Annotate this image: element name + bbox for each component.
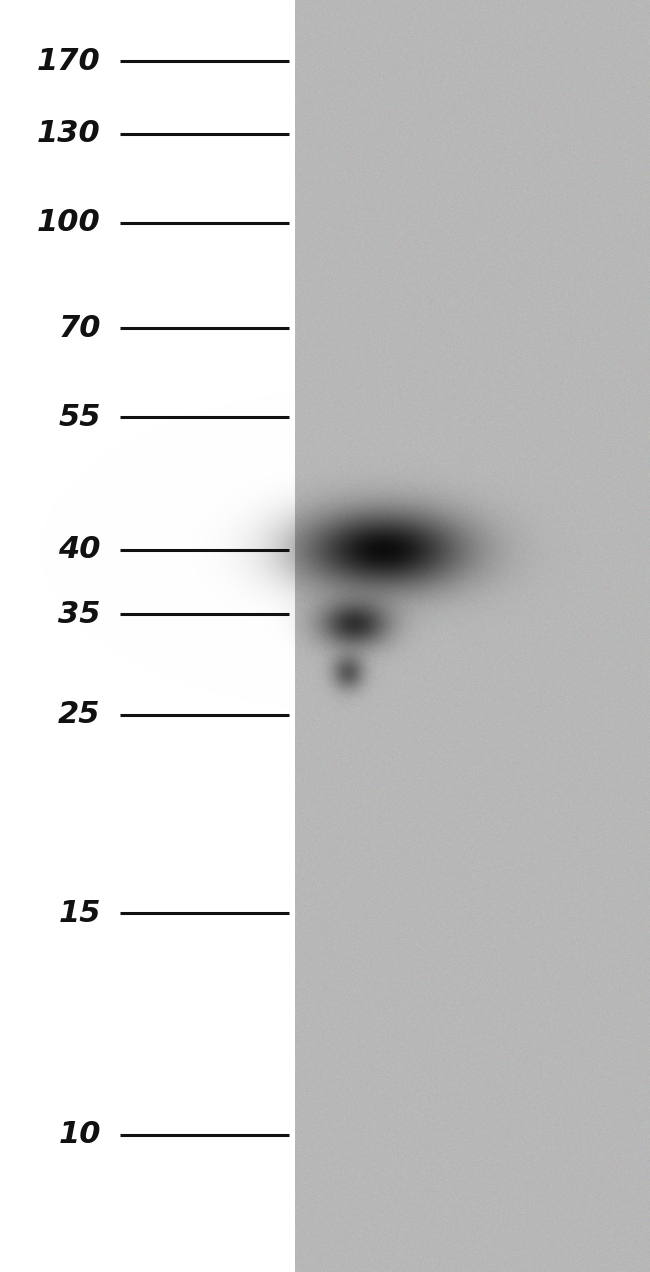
Text: 100: 100 [37,209,101,237]
Text: 40: 40 [58,536,101,563]
Text: 170: 170 [37,47,101,75]
Text: 130: 130 [37,120,101,148]
Text: 10: 10 [58,1121,101,1149]
Text: 35: 35 [58,600,101,628]
Text: 70: 70 [58,314,101,342]
Text: 15: 15 [58,899,101,927]
Text: 55: 55 [58,403,101,431]
Text: 25: 25 [58,701,101,729]
